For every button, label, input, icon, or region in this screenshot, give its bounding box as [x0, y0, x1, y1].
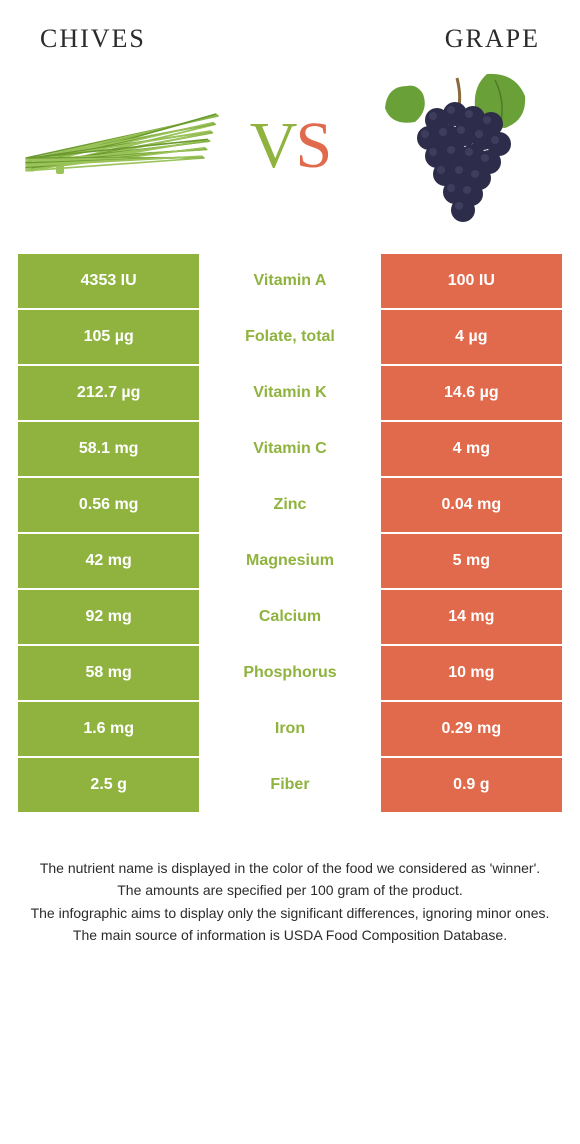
nutrient-left-value: 0.56 mg: [18, 478, 199, 534]
nutrient-right-value: 4 µg: [381, 310, 562, 366]
header-titles: CHIVES GRAPE: [0, 0, 580, 64]
nutrient-left-value: 2.5 g: [18, 758, 199, 814]
nutrient-row: 58.1 mgVitamin C4 mg: [18, 422, 562, 478]
nutrient-right-value: 5 mg: [381, 534, 562, 590]
hero-row: V S: [0, 64, 580, 254]
right-food-title: GRAPE: [445, 24, 540, 54]
nutrient-left-value: 105 µg: [18, 310, 199, 366]
nutrient-row: 1.6 mgIron0.29 mg: [18, 702, 562, 758]
nutrient-left-value: 92 mg: [18, 590, 199, 646]
footnotes: The nutrient name is displayed in the co…: [0, 814, 580, 945]
nutrient-row: 42 mgMagnesium5 mg: [18, 534, 562, 590]
nutrient-right-value: 14 mg: [381, 590, 562, 646]
nutrient-row: 105 µgFolate, total4 µg: [18, 310, 562, 366]
nutrient-left-value: 42 mg: [18, 534, 199, 590]
nutrient-name: Vitamin K: [199, 366, 380, 422]
nutrient-name: Phosphorus: [199, 646, 380, 702]
nutrient-name: Calcium: [199, 590, 380, 646]
nutrient-name: Iron: [199, 702, 380, 758]
footnote-line: The main source of information is USDA F…: [28, 925, 552, 945]
nutrient-name: Magnesium: [199, 534, 380, 590]
nutrient-left-value: 1.6 mg: [18, 702, 199, 758]
nutrient-name: Vitamin C: [199, 422, 380, 478]
nutrient-name: Zinc: [199, 478, 380, 534]
nutrient-row: 212.7 µgVitamin K14.6 µg: [18, 366, 562, 422]
left-food-title: CHIVES: [40, 24, 146, 54]
nutrient-name: Fiber: [199, 758, 380, 814]
footnote-line: The amounts are specified per 100 gram o…: [28, 880, 552, 900]
nutrient-right-value: 14.6 µg: [381, 366, 562, 422]
nutrient-row: 58 mgPhosphorus10 mg: [18, 646, 562, 702]
nutrient-table: 4353 IUVitamin A100 IU105 µgFolate, tota…: [0, 254, 580, 814]
nutrient-right-value: 0.29 mg: [381, 702, 562, 758]
nutrient-name: Vitamin A: [199, 254, 380, 310]
nutrient-right-value: 10 mg: [381, 646, 562, 702]
chives-image: [18, 66, 228, 226]
grape-image: [352, 66, 562, 226]
nutrient-left-value: 4353 IU: [18, 254, 199, 310]
nutrient-left-value: 212.7 µg: [18, 366, 199, 422]
vs-v: V: [250, 108, 296, 184]
vs-label: V S: [250, 108, 330, 184]
nutrient-row: 4353 IUVitamin A100 IU: [18, 254, 562, 310]
footnote-line: The infographic aims to display only the…: [28, 903, 552, 923]
vs-s: S: [295, 108, 330, 184]
nutrient-right-value: 0.04 mg: [381, 478, 562, 534]
footnote-line: The nutrient name is displayed in the co…: [28, 858, 552, 878]
nutrient-right-value: 0.9 g: [381, 758, 562, 814]
nutrient-left-value: 58 mg: [18, 646, 199, 702]
nutrient-right-value: 4 mg: [381, 422, 562, 478]
nutrient-right-value: 100 IU: [381, 254, 562, 310]
nutrient-row: 92 mgCalcium14 mg: [18, 590, 562, 646]
nutrient-row: 2.5 gFiber0.9 g: [18, 758, 562, 814]
nutrient-row: 0.56 mgZinc0.04 mg: [18, 478, 562, 534]
nutrient-left-value: 58.1 mg: [18, 422, 199, 478]
nutrient-name: Folate, total: [199, 310, 380, 366]
